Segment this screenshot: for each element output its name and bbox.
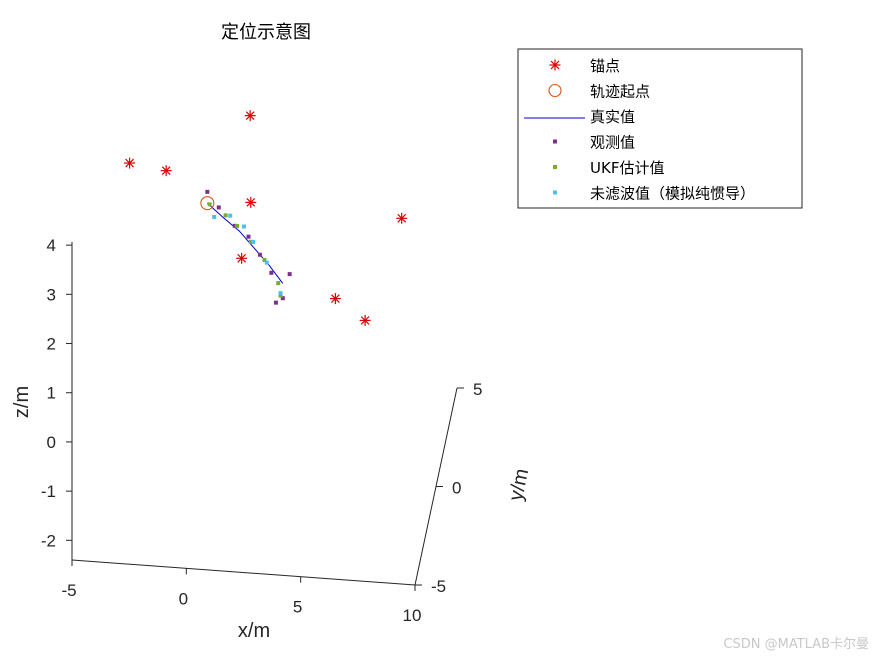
ukf-point bbox=[235, 224, 240, 228]
observed-point bbox=[287, 272, 292, 277]
x-tick-label: 10 bbox=[403, 606, 422, 625]
legend-star-icon bbox=[549, 59, 561, 71]
x-tick-label: 5 bbox=[293, 598, 302, 617]
x-tick-label: 0 bbox=[179, 589, 188, 608]
legend-item: UKF估计值 bbox=[553, 159, 664, 177]
z-tick-label: 3 bbox=[47, 285, 56, 304]
unfiltered-point bbox=[212, 214, 217, 219]
z-tick-label: 1 bbox=[47, 384, 56, 403]
observed-point bbox=[269, 270, 274, 275]
anchor-point bbox=[160, 165, 172, 177]
z-tick-label: 4 bbox=[47, 236, 56, 255]
ukf-point bbox=[278, 293, 283, 298]
y-tick-label: 5 bbox=[473, 380, 482, 399]
legend-label: UKF估计值 bbox=[590, 159, 664, 177]
unfiltered-point bbox=[278, 291, 283, 296]
y-axis-label: y/m bbox=[505, 467, 533, 503]
anchor-point bbox=[244, 110, 256, 122]
legend-label: 观测值 bbox=[590, 134, 635, 152]
anchor-point bbox=[329, 293, 341, 305]
watermark: CSDN @MATLAB卡尔曼 bbox=[723, 637, 869, 652]
legend-item: 未滤波值（模拟纯惯导） bbox=[553, 185, 755, 203]
unfiltered-point bbox=[264, 260, 269, 265]
legend-square-icon bbox=[553, 139, 557, 144]
legend-item: 真实值 bbox=[524, 108, 635, 126]
legend-square-icon bbox=[553, 190, 557, 195]
legend-box bbox=[517, 48, 803, 209]
z-tick-label: 0 bbox=[47, 433, 56, 452]
anchor-point bbox=[359, 314, 371, 326]
legend-square-icon bbox=[553, 165, 557, 169]
observed-point bbox=[280, 296, 285, 301]
x-axis-label: x/m bbox=[238, 620, 270, 642]
observed-point bbox=[232, 223, 237, 228]
unfiltered-point bbox=[228, 213, 233, 218]
unfiltered-point bbox=[251, 239, 256, 244]
legend-label: 锚点 bbox=[590, 57, 620, 75]
observed-point bbox=[257, 252, 262, 257]
z-tick-label: 2 bbox=[47, 335, 56, 354]
series-trajectory-start bbox=[200, 196, 215, 211]
legend-item: 观测值 bbox=[553, 134, 635, 152]
series-observed bbox=[205, 189, 292, 305]
anchor-point bbox=[396, 212, 408, 224]
series-truth bbox=[206, 202, 284, 284]
legend-label: 真实值 bbox=[590, 108, 635, 126]
chart-title: 定位示意图 bbox=[221, 22, 311, 43]
ukf-point bbox=[262, 257, 267, 262]
trajectory-start-marker bbox=[200, 196, 215, 211]
y-tick-label: 0 bbox=[452, 479, 461, 498]
anchor-point bbox=[245, 196, 257, 208]
anchor-point bbox=[124, 157, 136, 169]
axes bbox=[71, 242, 458, 586]
tick-marks bbox=[66, 244, 464, 591]
legend-circle-icon bbox=[548, 83, 562, 98]
ukf-point bbox=[223, 213, 228, 218]
z-tick-label: -1 bbox=[41, 482, 56, 501]
observed-point bbox=[205, 189, 210, 194]
x-axis-line bbox=[71, 559, 416, 586]
observed-point bbox=[246, 234, 251, 239]
legend-label: 轨迹起点 bbox=[590, 83, 650, 101]
legend-label: 未滤波值（模拟纯惯导） bbox=[590, 185, 755, 203]
observed-point bbox=[273, 300, 278, 305]
anchor-point bbox=[236, 252, 248, 264]
observed-point bbox=[216, 205, 221, 210]
z-axis-label: z/m bbox=[11, 386, 33, 418]
legend-item: 轨迹起点 bbox=[548, 83, 650, 101]
y-tick-label: -5 bbox=[431, 577, 446, 596]
series-unfiltered bbox=[212, 213, 283, 296]
series-ukf bbox=[207, 202, 283, 298]
legend-item: 锚点 bbox=[549, 57, 620, 75]
ukf-point bbox=[248, 239, 253, 244]
unfiltered-point bbox=[241, 224, 246, 229]
ukf-point bbox=[207, 202, 212, 207]
x-tick-label: -5 bbox=[61, 581, 76, 600]
ukf-point bbox=[276, 281, 281, 286]
truth-line bbox=[206, 202, 284, 284]
tick-labels: -2 -1 0 1 2 3 4 -5 0 5 10 -5 0 5 bbox=[41, 236, 483, 625]
series-anchors bbox=[124, 110, 408, 326]
z-tick-label: -2 bbox=[41, 531, 56, 550]
